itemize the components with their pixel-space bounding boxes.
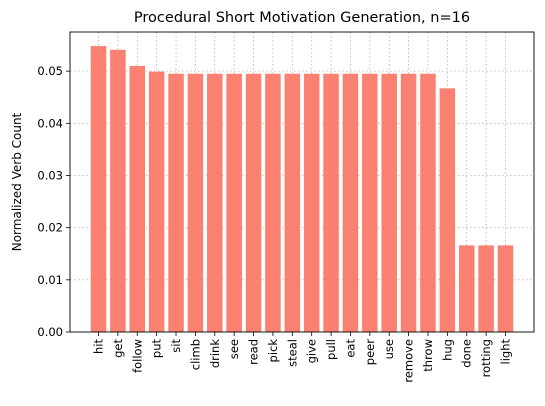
bar-remove (400, 73, 417, 332)
x-tick-label-hit: hit (92, 339, 106, 354)
x-tick-label-pull: pull (324, 339, 338, 360)
x-tick-label-give: give (305, 339, 319, 363)
bar-throw (420, 73, 436, 332)
x-tick-label-remove: remove (402, 339, 416, 383)
y-tick-label: 0.04 (37, 116, 63, 130)
bars (90, 46, 514, 333)
x-tick-label-read: read (247, 339, 261, 365)
bar-steal (284, 73, 301, 332)
y-tick-label: 0.02 (37, 221, 63, 235)
bar-eat (342, 73, 359, 332)
y-axis-ticks: 0.00 0.01 0.02 0.03 0.04 0.05 (37, 64, 70, 339)
bar-put (148, 71, 165, 333)
bar-hit (90, 46, 107, 333)
x-tick-label-eat: eat (343, 339, 357, 358)
bar-rotting (478, 245, 494, 332)
bar-get (110, 49, 126, 332)
x-tick-label-done: done (460, 339, 474, 368)
bar-drink (207, 73, 223, 332)
x-tick-label-drink: drink (208, 339, 222, 369)
x-tick-label-peer: peer (363, 339, 377, 365)
x-tick-label-put: put (150, 339, 164, 359)
bar-use (381, 73, 397, 332)
plot-frame (69, 31, 535, 333)
x-tick-label-use: use (382, 339, 396, 359)
bar-hug (439, 88, 456, 332)
bar-sit (168, 73, 184, 332)
x-tick-label-see: see (227, 339, 241, 359)
x-tick-label-follow: follow (130, 339, 144, 373)
y-axis-label: Normalized Verb Count (10, 112, 24, 251)
x-tick-label-sit: sit (169, 339, 183, 353)
bar-pull (323, 73, 339, 332)
y-tick-label: 0.00 (37, 325, 63, 339)
x-tick-label-pick: pick (266, 339, 280, 363)
x-tick-label-steal: steal (285, 339, 299, 367)
bar-done (458, 245, 475, 332)
bar-read (245, 73, 262, 332)
x-tick-label-get: get (111, 339, 125, 358)
x-tick-label-throw: throw (421, 339, 435, 372)
bar-follow (129, 65, 146, 333)
bar-see (226, 73, 242, 332)
x-tick-label-rotting: rotting (479, 339, 493, 377)
x-tick-label-light: light (499, 339, 513, 365)
bar-peer (362, 73, 378, 332)
y-tick-label: 0.03 (37, 168, 63, 182)
bar-light (497, 245, 514, 332)
bar-climb (187, 73, 204, 332)
y-tick-label: 0.05 (37, 64, 63, 78)
bar-pick (265, 73, 281, 332)
grid-lines (70, 32, 534, 332)
x-axis-ticks: hit get follow put sit climb drink see read pick s… (92, 332, 513, 383)
x-tick-label-hug: hug (440, 339, 454, 361)
x-tick-label-climb: climb (188, 339, 202, 370)
chart-title: Procedural Short Motivation Generation, … (134, 10, 470, 26)
bar-give (303, 73, 320, 332)
y-tick-label: 0.01 (37, 273, 63, 287)
